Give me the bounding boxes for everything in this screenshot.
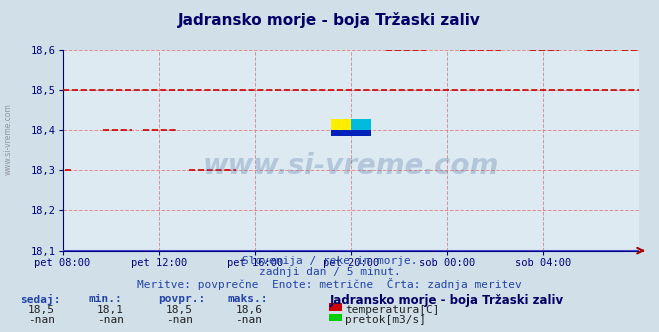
Text: -nan: -nan — [97, 315, 124, 325]
Text: maks.:: maks.: — [227, 294, 268, 304]
Text: -nan: -nan — [28, 315, 55, 325]
Text: zadnji dan / 5 minut.: zadnji dan / 5 minut. — [258, 267, 401, 277]
Text: pretok[m3/s]: pretok[m3/s] — [345, 315, 426, 325]
Text: 18,1: 18,1 — [97, 305, 124, 315]
Text: Jadransko morje - boja Tržaski zaliv: Jadransko morje - boja Tržaski zaliv — [178, 12, 481, 28]
Bar — [331, 130, 371, 136]
Text: -nan: -nan — [235, 315, 262, 325]
Bar — [331, 119, 351, 130]
Text: Jadransko morje - boja Tržaski zaliv: Jadransko morje - boja Tržaski zaliv — [330, 294, 563, 307]
Text: temperatura[C]: temperatura[C] — [345, 305, 440, 315]
Text: Slovenija / reke in morje.: Slovenija / reke in morje. — [242, 256, 417, 266]
Text: min.:: min.: — [89, 294, 123, 304]
Text: 18,6: 18,6 — [235, 305, 262, 315]
Text: -nan: -nan — [166, 315, 193, 325]
Text: povpr.:: povpr.: — [158, 294, 206, 304]
Text: Meritve: povprečne  Enote: metrične  Črta: zadnja meritev: Meritve: povprečne Enote: metrične Črta:… — [137, 278, 522, 290]
Text: www.si-vreme.com: www.si-vreme.com — [4, 104, 13, 175]
Text: 18,5: 18,5 — [28, 305, 55, 315]
Text: sedaj:: sedaj: — [20, 294, 60, 305]
Text: www.si-vreme.com: www.si-vreme.com — [203, 152, 499, 180]
Bar — [351, 119, 371, 130]
Text: 18,5: 18,5 — [166, 305, 193, 315]
